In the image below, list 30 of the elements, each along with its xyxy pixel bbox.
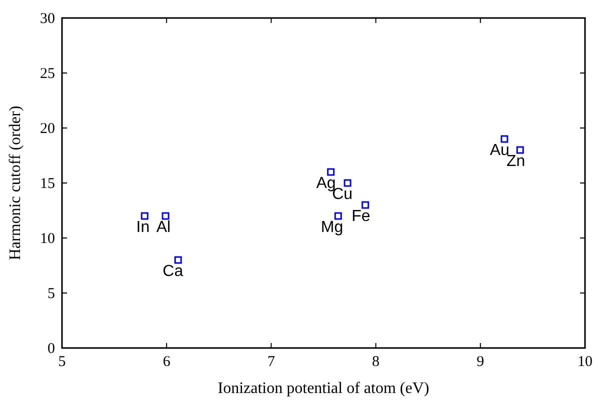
point xyxy=(174,256,182,264)
x-tick-label: 10 xyxy=(578,354,592,370)
x-tick-label: 8 xyxy=(372,354,380,370)
y-tick-label: 0 xyxy=(48,341,55,357)
y-tick-label: 15 xyxy=(40,176,55,192)
annotation: Al xyxy=(156,219,171,236)
x-tick-label: 6 xyxy=(162,354,171,370)
point xyxy=(362,201,370,209)
y-tick-label: 25 xyxy=(40,66,55,82)
point xyxy=(140,212,148,220)
point xyxy=(344,179,352,187)
point xyxy=(516,146,524,154)
y-tick-label: 5 xyxy=(48,286,55,302)
annotation: In xyxy=(136,219,150,236)
point xyxy=(327,168,335,176)
x-tick-label: 7 xyxy=(267,354,276,370)
x-tick-label: 5 xyxy=(58,354,66,370)
y-tick-label: 10 xyxy=(40,231,55,247)
y-axis-title: Harmonic cutoff (order) xyxy=(7,106,24,260)
y-tick-label: 20 xyxy=(40,121,55,137)
point xyxy=(500,135,508,143)
y-tick-label: 30 xyxy=(40,11,55,27)
x-tick-label: 9 xyxy=(476,354,484,370)
x-axis-title: Ionization potential of atom (eV) xyxy=(218,380,430,397)
point xyxy=(162,212,170,220)
annotation: Au xyxy=(490,142,510,159)
point xyxy=(334,212,342,220)
annotation: Mg xyxy=(320,219,344,236)
annotation: Fe xyxy=(352,208,370,225)
annotation: Ca xyxy=(162,263,184,280)
